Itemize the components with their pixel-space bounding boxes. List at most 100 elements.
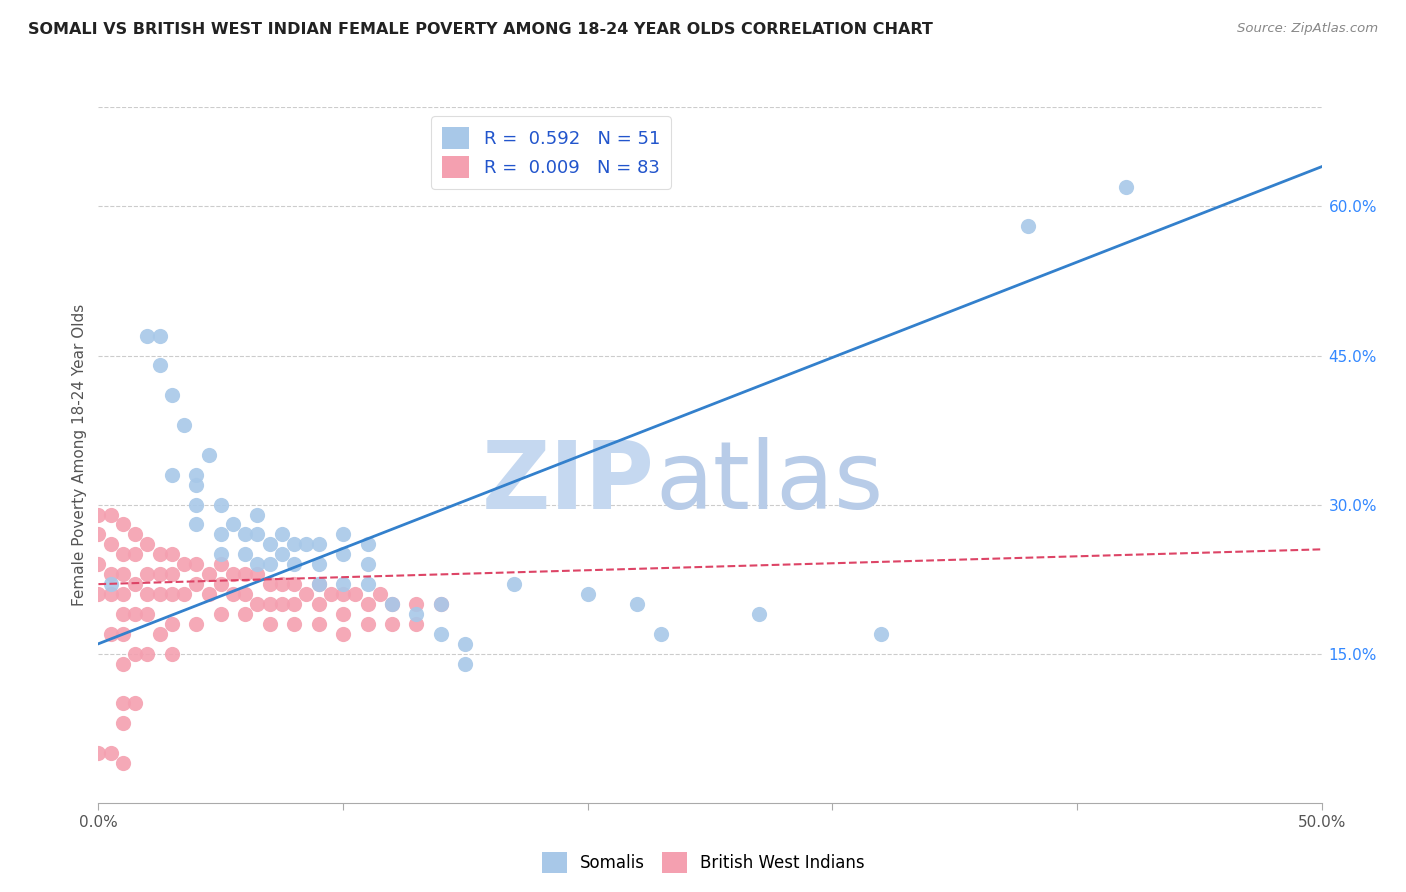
Point (160, 547, 183, 561)
Point (332, 527, 354, 541)
Point (87, 587, 110, 601)
Point (626, 597, 648, 611)
Point (149, 328, 172, 343)
Point (233, 547, 256, 561)
Point (356, 537, 378, 551)
Point (87, 558, 110, 572)
Point (111, 697, 134, 711)
Point (233, 567, 256, 582)
Point (87, 527, 110, 541)
Point (111, 547, 134, 561)
Point (870, 627, 893, 641)
Point (270, 577, 294, 591)
Point (308, 616, 330, 631)
Point (186, 477, 208, 491)
Point (332, 577, 354, 591)
Point (344, 587, 367, 601)
Point (381, 597, 404, 611)
Point (454, 637, 477, 651)
Point (100, 508, 122, 522)
Point (124, 547, 146, 561)
Point (111, 587, 134, 601)
Point (100, 567, 122, 582)
Point (356, 577, 378, 591)
Point (748, 607, 770, 621)
Point (295, 587, 318, 601)
Point (149, 359, 172, 373)
Point (197, 448, 219, 462)
Legend: Somalis, British West Indians: Somalis, British West Indians (534, 846, 872, 880)
Point (160, 647, 183, 661)
Point (173, 587, 195, 601)
Point (209, 577, 232, 591)
Point (283, 616, 305, 631)
Point (111, 756, 134, 770)
Text: atlas: atlas (655, 437, 883, 529)
Point (381, 597, 404, 611)
Text: Source: ZipAtlas.com: Source: ZipAtlas.com (1237, 22, 1378, 36)
Point (576, 587, 599, 601)
Point (124, 527, 146, 541)
Point (405, 616, 427, 631)
Point (246, 527, 269, 541)
Point (186, 577, 208, 591)
Point (186, 467, 208, 482)
Point (1115, 179, 1137, 194)
Point (233, 587, 256, 601)
Legend: R =  0.592   N = 51, R =  0.009   N = 83: R = 0.592 N = 51, R = 0.009 N = 83 (432, 116, 671, 189)
Point (308, 597, 330, 611)
Point (136, 328, 159, 343)
Point (246, 567, 269, 582)
Point (160, 567, 183, 582)
Point (186, 517, 208, 532)
Point (124, 697, 146, 711)
Point (136, 567, 159, 582)
Point (332, 547, 354, 561)
Point (259, 537, 281, 551)
Point (233, 607, 256, 621)
Point (503, 577, 526, 591)
Point (87, 746, 110, 760)
Point (270, 597, 294, 611)
Point (149, 627, 172, 641)
Point (100, 746, 122, 760)
Point (332, 627, 354, 641)
Point (405, 607, 427, 621)
Point (246, 508, 269, 522)
Text: SOMALI VS BRITISH WEST INDIAN FEMALE POVERTY AMONG 18-24 YEAR OLDS CORRELATION C: SOMALI VS BRITISH WEST INDIAN FEMALE POV… (28, 22, 934, 37)
Point (111, 627, 134, 641)
Point (295, 537, 318, 551)
Point (283, 537, 305, 551)
Point (197, 587, 219, 601)
Point (209, 607, 232, 621)
Point (136, 537, 159, 551)
Point (149, 547, 172, 561)
Point (283, 558, 305, 572)
Point (111, 657, 134, 671)
Point (1017, 219, 1039, 234)
Text: ZIP: ZIP (482, 437, 655, 529)
Point (283, 577, 305, 591)
Point (209, 547, 232, 561)
Point (430, 597, 453, 611)
Point (308, 558, 330, 572)
Point (160, 587, 183, 601)
Point (100, 577, 122, 591)
Point (233, 527, 256, 541)
Point (124, 647, 146, 661)
Point (222, 567, 245, 582)
Point (160, 388, 183, 402)
Point (319, 587, 342, 601)
Point (100, 537, 122, 551)
Point (209, 527, 232, 541)
Point (283, 597, 305, 611)
Point (209, 558, 232, 572)
Point (136, 647, 159, 661)
Point (308, 577, 330, 591)
Point (430, 627, 453, 641)
Point (270, 527, 294, 541)
Point (259, 577, 281, 591)
Point (136, 587, 159, 601)
Point (332, 587, 354, 601)
Point (222, 587, 245, 601)
